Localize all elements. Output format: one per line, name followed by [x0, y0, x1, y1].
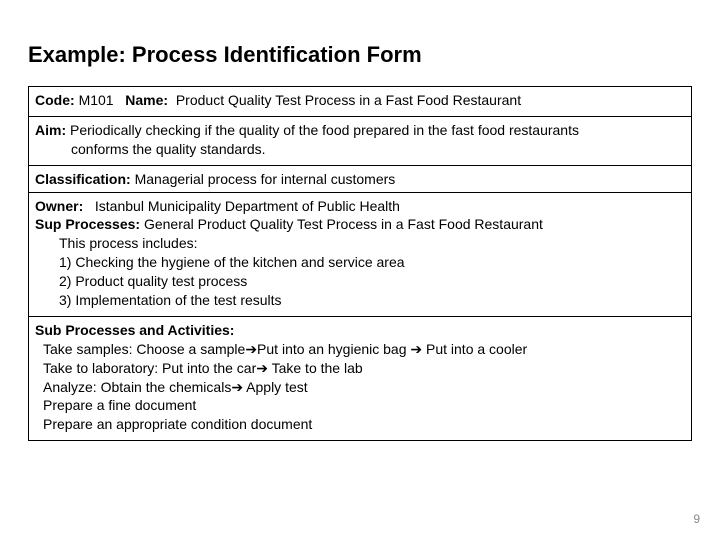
page-title: Example: Process Identification Form	[28, 42, 692, 68]
page-number: 9	[693, 512, 700, 526]
aim-label: Aim:	[35, 122, 66, 138]
row-aim: Aim: Periodically checking if the qualit…	[29, 117, 691, 166]
aim-line2: conforms the quality standards.	[35, 140, 685, 159]
owner-label: Owner:	[35, 198, 83, 214]
aim-line1: Periodically checking if the quality of …	[70, 122, 579, 138]
code-value: M101	[79, 92, 114, 108]
row-classification: Classification: Managerial process for i…	[29, 166, 691, 193]
owner-value: Istanbul Municipality Department of Publ…	[95, 198, 400, 214]
sub-line-5: Prepare an appropriate condition documen…	[35, 415, 685, 434]
sup-item-3: 3) Implementation of the test results	[35, 291, 685, 310]
name-value: Product Quality Test Process in a Fast F…	[176, 92, 521, 108]
row-owner-sup: Owner: Istanbul Municipality Department …	[29, 193, 691, 317]
sub-line-4: Prepare a fine document	[35, 396, 685, 415]
sub-line-3: Analyze: Obtain the chemicals➔ Apply tes…	[35, 378, 685, 397]
classification-value: Managerial process for internal customer…	[135, 171, 396, 187]
sup-label: Sup Processes:	[35, 216, 140, 232]
sup-item-1: 1) Checking the hygiene of the kitchen a…	[35, 253, 685, 272]
name-label: Name:	[125, 92, 168, 108]
sup-value: General Product Quality Test Process in …	[144, 216, 543, 232]
row-sub: Sub Processes and Activities: Take sampl…	[29, 317, 691, 440]
classification-label: Classification:	[35, 171, 131, 187]
sup-item-2: 2) Product quality test process	[35, 272, 685, 291]
row-code-name: Code: M101 Name: Product Quality Test Pr…	[29, 87, 691, 117]
sub-line-1: Take samples: Choose a sample➔Put into a…	[35, 340, 685, 359]
sup-intro: This process includes:	[35, 234, 685, 253]
sub-label: Sub Processes and Activities:	[35, 321, 685, 340]
identification-form: Code: M101 Name: Product Quality Test Pr…	[28, 86, 692, 441]
sub-line-2: Take to laboratory: Put into the car➔ Ta…	[35, 359, 685, 378]
code-label: Code:	[35, 92, 75, 108]
